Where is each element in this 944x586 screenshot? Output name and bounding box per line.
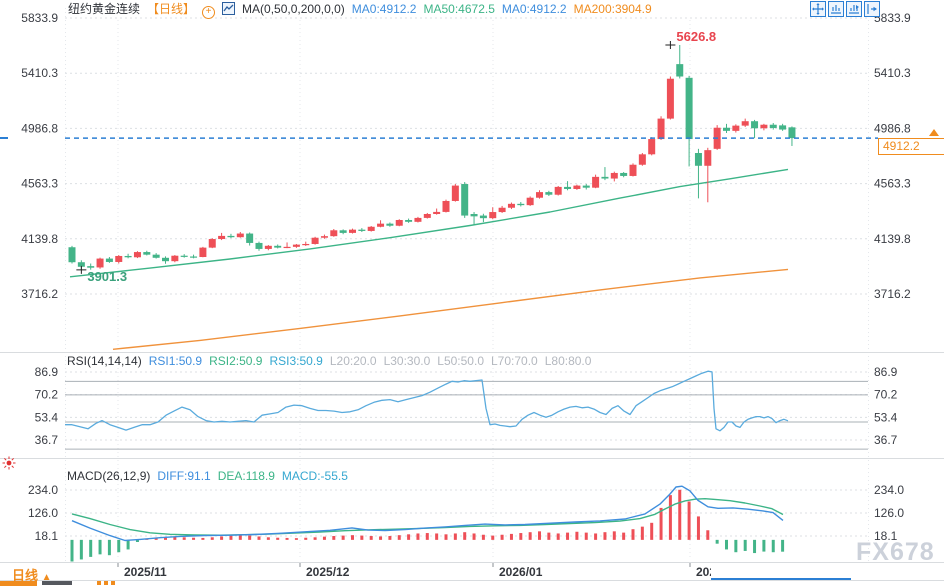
- chart-toolbar: [810, 1, 880, 17]
- ma-settings-label[interactable]: MA(0,50,0,200,0,0): [242, 2, 345, 16]
- add-indicator-icon[interactable]: +: [202, 6, 216, 19]
- timeframe-label: 日线: [12, 568, 39, 583]
- svg-text:53.4: 53.4: [874, 410, 898, 424]
- main-chart-header: 纽约黄金连续 【日线】 + MA(0,50,0,200,0,0) MA0:4912.2 M…: [68, 2, 659, 19]
- svg-text:3901.3: 3901.3: [87, 269, 127, 284]
- period-label: 【日线】: [147, 2, 196, 16]
- svg-text:126.0: 126.0: [874, 506, 904, 520]
- macd-value: MACD:-55.5: [281, 469, 348, 483]
- fx678-watermark: FX678: [856, 538, 935, 566]
- dea-line: [71, 498, 784, 536]
- macd-diff-value: DIFF:91.1: [157, 469, 211, 483]
- svg-text:70.2: 70.2: [35, 388, 59, 402]
- high-low-markers: 5626.8 3901.3: [76, 29, 716, 284]
- svg-text:5833.9: 5833.9: [21, 11, 58, 25]
- axis-labels: 5833.9 5833.9 5410.3 5410.3 4986.8 4986.8 4563…: [21, 11, 911, 543]
- svg-text:86.9: 86.9: [35, 365, 59, 379]
- svg-text:4563.3: 4563.3: [874, 177, 911, 191]
- crosshair-icon[interactable]: [810, 1, 826, 17]
- ma50-value: MA50:4672.5: [423, 2, 495, 16]
- line-chart-icon: [222, 2, 236, 18]
- ma200-value: MA200:3904.9: [573, 2, 652, 16]
- rsi-l50: L50:50.0: [437, 354, 484, 368]
- svg-text:5410.3: 5410.3: [21, 66, 58, 80]
- ma0-value: MA0:4912.2: [351, 2, 417, 16]
- timeframe-selector[interactable]: 日线 ▲: [12, 565, 52, 584]
- svg-text:4139.8: 4139.8: [21, 232, 58, 246]
- macd-histogram: [70, 489, 785, 562]
- rsi-l80: L80:80.0: [544, 354, 592, 368]
- clipped-dot-1: [97, 581, 101, 585]
- pane-separators: [0, 352, 944, 581]
- svg-text:126.0: 126.0: [28, 506, 58, 520]
- svg-text:5410.3: 5410.3: [874, 66, 911, 80]
- svg-text:234.0: 234.0: [874, 483, 904, 497]
- date-label: 2025/12: [306, 565, 350, 579]
- timeline-scrollbar[interactable]: [711, 564, 851, 580]
- rsi-l20: L20:20.0: [329, 354, 377, 368]
- clipped-dot-2: [104, 581, 108, 585]
- svg-text:18.1: 18.1: [35, 529, 59, 543]
- candles-series: [68, 44, 796, 270]
- svg-text:18.1: 18.1: [874, 529, 898, 543]
- macd-name[interactable]: MACD(26,12,9): [67, 469, 151, 483]
- clipped-tab-active[interactable]: [0, 581, 37, 586]
- svg-text:86.9: 86.9: [874, 365, 898, 379]
- price-up-arrow: [929, 129, 939, 136]
- rsi-l70: L70:70.0: [491, 354, 538, 368]
- clipped-dot-3: [111, 581, 115, 585]
- rsi-name[interactable]: RSI(14,14,14): [67, 354, 142, 368]
- macd-header: MACD(26,12,9) DIFF:91.1 DEA:118.9 MACD:-55.…: [67, 469, 355, 483]
- date-label: 2026/01: [499, 565, 543, 579]
- instrument-title: 纽约黄金连续: [68, 2, 141, 16]
- svg-text:4563.3: 4563.3: [21, 177, 58, 191]
- current-price-label: 4912.2: [878, 138, 944, 155]
- svg-text:4986.8: 4986.8: [874, 121, 911, 135]
- live-indicator-icon: [1, 455, 17, 476]
- svg-text:4986.8: 4986.8: [21, 121, 58, 135]
- svg-text:3716.2: 3716.2: [874, 287, 911, 301]
- ma50-line: [69, 168, 789, 278]
- svg-text:36.7: 36.7: [35, 433, 59, 447]
- zoom-out-x-icon[interactable]: [828, 1, 844, 17]
- go-to-latest-icon[interactable]: [864, 1, 880, 17]
- svg-text:36.7: 36.7: [874, 433, 898, 447]
- svg-text:70.2: 70.2: [874, 388, 898, 402]
- price-level-tick: [0, 137, 8, 139]
- zoom-in-x-icon[interactable]: [846, 1, 862, 17]
- rsi1-value: RSI1:50.9: [148, 354, 203, 368]
- ma200-line: [112, 268, 789, 350]
- rsi-header: RSI(14,14,14) RSI1:50.9 RSI2:50.9 RSI3:50.9…: [67, 354, 598, 368]
- svg-text:5833.9: 5833.9: [874, 11, 911, 25]
- rsi-line: [65, 370, 789, 432]
- clipped-tab-text: [42, 581, 72, 585]
- rsi3-value: RSI3:50.9: [269, 354, 323, 368]
- macd-dea-value: DEA:118.9: [217, 469, 275, 483]
- svg-text:4139.8: 4139.8: [874, 232, 911, 246]
- svg-text:3716.2: 3716.2: [21, 287, 58, 301]
- rsi-l30: L30:30.0: [383, 354, 431, 368]
- svg-text:5626.8: 5626.8: [676, 29, 716, 44]
- ma0b-value: MA0:4912.2: [501, 2, 567, 16]
- rsi2-value: RSI2:50.9: [209, 354, 263, 368]
- svg-text:234.0: 234.0: [28, 483, 58, 497]
- timeframe-arrow-icon: ▲: [41, 572, 52, 583]
- diff-line: [71, 485, 784, 542]
- date-label: 2025/11: [124, 565, 167, 579]
- svg-text:53.4: 53.4: [35, 410, 59, 424]
